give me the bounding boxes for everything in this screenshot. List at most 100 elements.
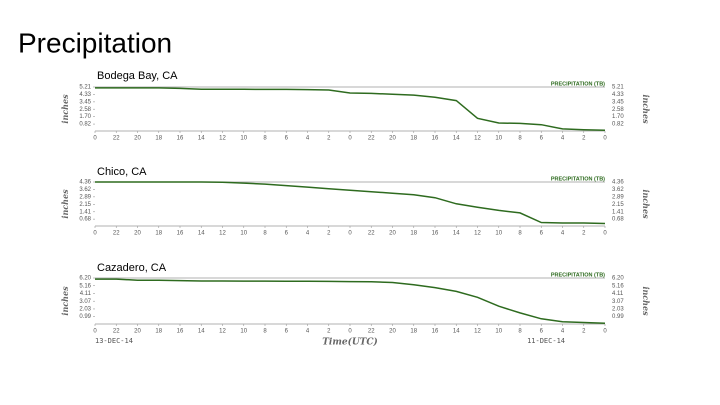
date-annotation: 13-DEC-14 <box>95 337 133 345</box>
x-tick-label: 0 <box>348 329 352 335</box>
x-tick-label: 10 <box>495 329 502 335</box>
x-tick-label: 18 <box>155 136 162 142</box>
y-tick-label: 2.03 <box>79 307 91 313</box>
y-tick-label: 0.82 <box>79 122 91 128</box>
x-tick-label: 10 <box>240 329 247 335</box>
legend-label: PRECIPITATION (TB) <box>551 272 605 278</box>
y-tick-label: 2.58 <box>79 107 91 113</box>
y2-tick-label: 2.58 <box>612 107 624 113</box>
y2-tick-label: 4.11 <box>612 291 624 297</box>
y-tick-label: 2.89 <box>79 194 91 200</box>
x-tick-label: 4 <box>561 136 565 142</box>
x-tick-label: 16 <box>432 329 439 335</box>
y-axis-label: inches <box>60 286 70 316</box>
x-tick-label: 22 <box>368 329 375 335</box>
x-tick-label: 20 <box>134 136 141 142</box>
x-tick-label: 2 <box>327 329 331 335</box>
x-tick-label: 12 <box>219 329 226 335</box>
x-tick-label: 16 <box>177 231 184 237</box>
chart-title: Chico, CA <box>97 166 147 178</box>
x-tick-label: 8 <box>518 231 522 237</box>
x-tick-label: 16 <box>177 136 184 142</box>
y2-tick-label: 2.89 <box>612 194 624 200</box>
x-tick-label: 20 <box>134 329 141 335</box>
x-tick-label: 18 <box>155 231 162 237</box>
y-tick-label: 5.16 <box>79 283 91 289</box>
x-tick-label: 4 <box>561 329 565 335</box>
chart-title: Cazadero, CA <box>97 262 167 274</box>
x-tick-label: 20 <box>389 329 396 335</box>
x-tick-label: 18 <box>410 231 417 237</box>
y-tick-label: 3.07 <box>79 299 91 305</box>
y2-tick-label: 3.45 <box>612 99 624 105</box>
x-tick-label: 2 <box>582 329 586 335</box>
x-tick-label: 8 <box>518 329 522 335</box>
x-tick-label: 18 <box>410 329 417 335</box>
x-tick-label: 6 <box>285 136 289 142</box>
legend-label: PRECIPITATION (TB) <box>551 81 605 87</box>
y2-tick-label: 5.16 <box>612 283 624 289</box>
x-tick-label: 2 <box>582 136 586 142</box>
series-line <box>95 181 606 225</box>
x-tick-label: 22 <box>368 231 375 237</box>
y2-axis-label: inches <box>641 286 651 316</box>
x-tick-label: 8 <box>263 231 267 237</box>
y2-axis-label: inches <box>641 189 651 219</box>
x-tick-label: 2 <box>582 231 586 237</box>
x-tick-label: 14 <box>453 136 460 142</box>
y2-axis-label: inches <box>641 94 651 124</box>
x-tick-label: 14 <box>198 231 205 237</box>
y2-tick-label: 4.33 <box>612 92 624 98</box>
x-tick-label: 20 <box>134 231 141 237</box>
x-tick-label: 12 <box>474 329 481 335</box>
y-axis-label: inches <box>60 189 70 219</box>
x-tick-label: 0 <box>603 329 607 335</box>
y2-tick-label: 4.36 <box>612 180 624 186</box>
x-tick-label: 14 <box>198 329 205 335</box>
x-tick-label: 8 <box>263 136 267 142</box>
y2-tick-label: 2.15 <box>612 202 624 208</box>
y-tick-label: 0.68 <box>79 217 91 223</box>
x-tick-label: 16 <box>432 136 439 142</box>
date-annotation: 11-DEC-14 <box>527 337 565 345</box>
x-tick-label: 0 <box>603 136 607 142</box>
x-tick-label: 12 <box>474 231 481 237</box>
y-tick-label: 4.33 <box>79 92 91 98</box>
x-tick-label: 18 <box>410 136 417 142</box>
x-tick-label: 20 <box>389 136 396 142</box>
series-line <box>95 278 606 325</box>
y-tick-label: 6.20 <box>79 276 91 282</box>
x-tick-label: 14 <box>453 329 460 335</box>
x-tick-label: 4 <box>306 231 310 237</box>
x-tick-label: 2 <box>327 136 331 142</box>
y2-tick-label: 0.99 <box>612 314 624 320</box>
x-tick-label: 8 <box>263 329 267 335</box>
x-tick-label: 6 <box>285 329 289 335</box>
y-tick-label: 2.15 <box>79 202 91 208</box>
y-tick-label: 5.21 <box>79 85 91 91</box>
x-tick-label: 12 <box>219 231 226 237</box>
x-tick-label: 10 <box>495 136 502 142</box>
x-tick-label: 4 <box>306 136 310 142</box>
y2-tick-label: 1.41 <box>612 209 624 215</box>
y2-tick-label: 5.21 <box>612 85 624 91</box>
x-tick-label: 0 <box>93 136 97 142</box>
y2-tick-label: 3.62 <box>612 187 624 193</box>
x-tick-label: 6 <box>540 231 544 237</box>
y2-tick-label: 0.68 <box>612 217 624 223</box>
y-tick-label: 1.41 <box>79 209 91 215</box>
x-tick-label: 0 <box>348 136 352 142</box>
x-tick-label: 0 <box>93 231 97 237</box>
slide-title: Precipitation <box>18 27 172 58</box>
x-tick-label: 20 <box>389 231 396 237</box>
x-tick-label: 0 <box>348 231 352 237</box>
y2-tick-label: 3.07 <box>612 299 624 305</box>
x-tick-label: 22 <box>113 136 120 142</box>
x-tick-label: 16 <box>177 329 184 335</box>
x-tick-label: 0 <box>93 329 97 335</box>
y-tick-label: 1.70 <box>79 114 91 120</box>
x-tick-label: 6 <box>285 231 289 237</box>
x-tick-label: 16 <box>432 231 439 237</box>
x-tick-label: 14 <box>198 136 205 142</box>
